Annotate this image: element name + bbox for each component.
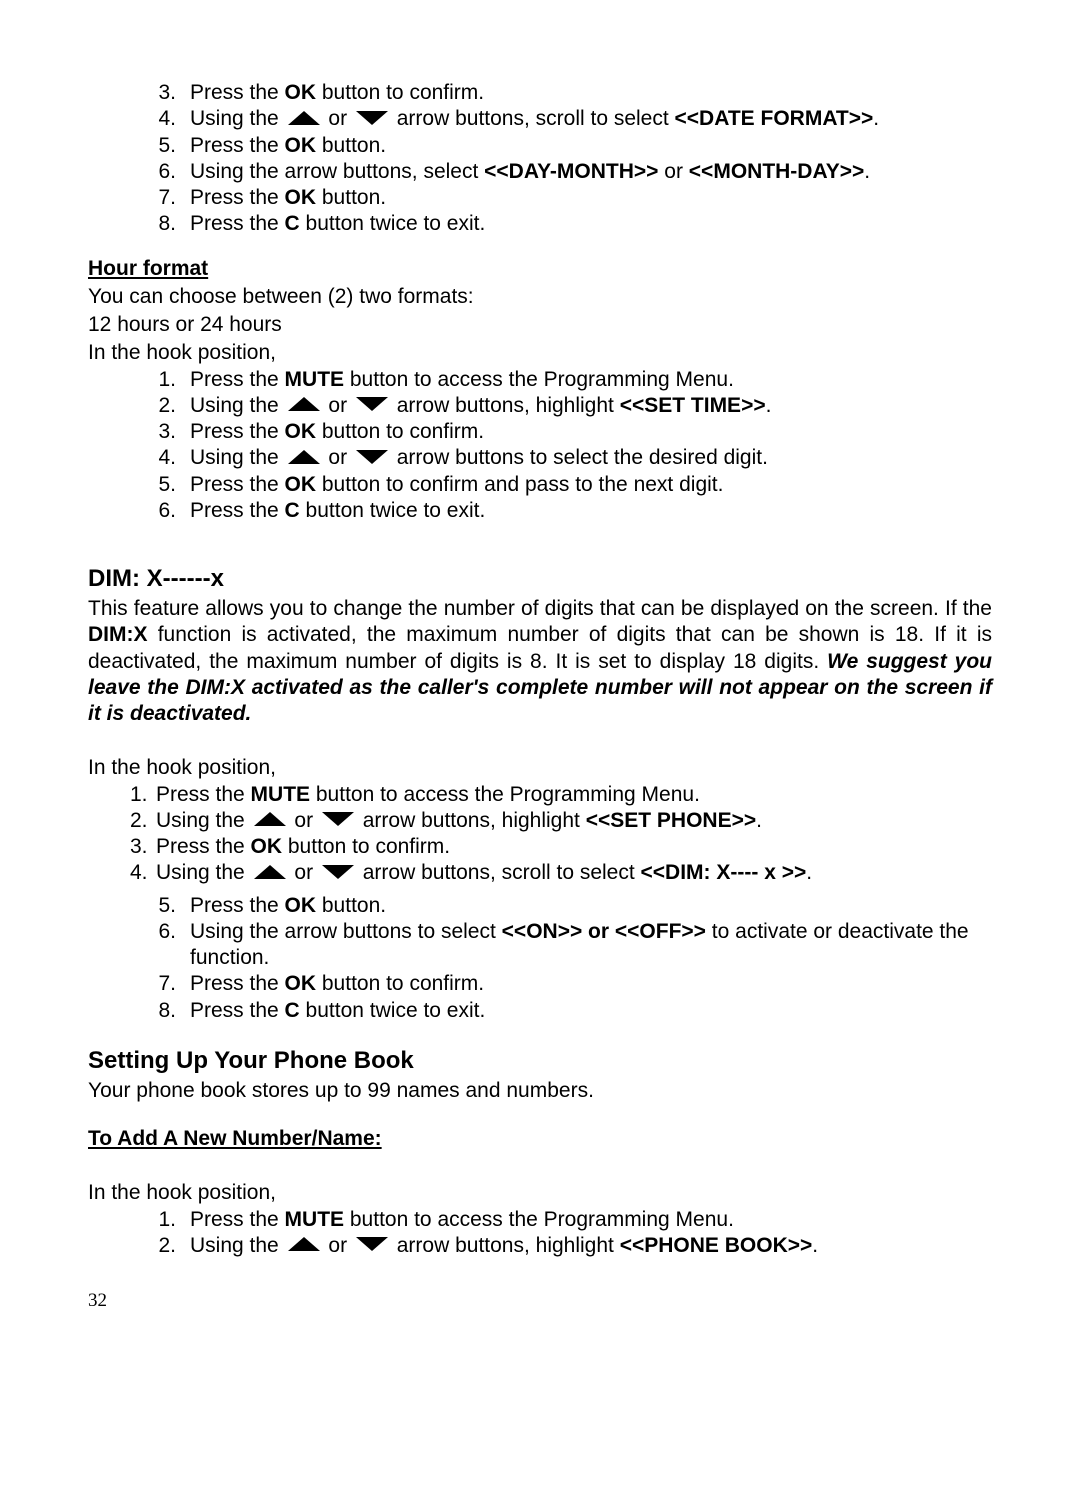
list-num: 5. xyxy=(130,893,190,919)
list-num: 2. xyxy=(130,808,156,834)
list-text: Using the arrow buttons, select <<DAY-MO… xyxy=(190,159,992,185)
list-dim-a: 1.Press the MUTE button to access the Pr… xyxy=(88,782,992,887)
heading-add-number: To Add A New Number/Name: xyxy=(88,1126,992,1152)
list-phone-book: 1.Press the MUTE button to access the Pr… xyxy=(88,1207,992,1260)
heading-hour-format: Hour format xyxy=(88,256,992,282)
list-text: Using the or arrow buttons, highlight <<… xyxy=(156,808,992,834)
arrow-down-icon xyxy=(321,864,355,880)
list-text: Using the or arrow buttons to select the… xyxy=(190,445,992,471)
arrow-up-icon xyxy=(253,811,287,827)
list-text: Using the or arrow buttons, highlight <<… xyxy=(190,1233,992,1259)
list-hour-format: 1.Press the MUTE button to access the Pr… xyxy=(88,367,992,525)
list-dim-b: 5.Press the OK button. 6.Using the arrow… xyxy=(88,893,992,1024)
list-num: 1. xyxy=(130,782,156,808)
list-text: Using the or arrow buttons, highlight <<… xyxy=(190,393,992,419)
list-num: 3. xyxy=(130,834,156,860)
list-num: 6. xyxy=(130,919,190,945)
list-text: Press the OK button. xyxy=(190,893,992,919)
page: 3.Press the OK button to confirm. 4.Usin… xyxy=(0,0,1080,1491)
text: Your phone book stores up to 99 names an… xyxy=(88,1078,992,1104)
list-text: Press the C button twice to exit. xyxy=(190,211,992,237)
list-text: Using the or arrow buttons, scroll to se… xyxy=(156,860,992,886)
list-text: Press the OK button to confirm. xyxy=(190,971,992,997)
list-text: Press the C button twice to exit. xyxy=(190,998,992,1024)
text: In the hook position, xyxy=(88,1180,992,1206)
list-num: 4. xyxy=(130,860,156,886)
list-num: 3. xyxy=(130,80,190,106)
list-text: Press the OK button to confirm. xyxy=(156,834,992,860)
arrow-up-icon xyxy=(287,396,321,412)
list-text: Press the OK button to confirm and pass … xyxy=(190,472,992,498)
list-num: 7. xyxy=(130,971,190,997)
list-num: 4. xyxy=(130,445,190,471)
arrow-down-icon xyxy=(355,396,389,412)
list-text: Press the OK button. xyxy=(190,185,992,211)
list-num: 1. xyxy=(130,1207,190,1233)
list-date-format: 3.Press the OK button to confirm. 4.Usin… xyxy=(88,80,992,238)
list-num: 7. xyxy=(130,185,190,211)
arrow-up-icon xyxy=(253,864,287,880)
list-text: Press the MUTE button to access the Prog… xyxy=(190,367,992,393)
page-number: 32 xyxy=(88,1289,992,1313)
list-num: 5. xyxy=(130,472,190,498)
heading-dim: DIM: X------x xyxy=(88,564,992,594)
paragraph-dim: This feature allows you to change the nu… xyxy=(88,596,992,727)
text: 12 hours or 24 hours xyxy=(88,312,992,338)
list-text: Press the MUTE button to access the Prog… xyxy=(156,782,992,808)
list-text: Press the OK button. xyxy=(190,133,992,159)
list-num: 5. xyxy=(130,133,190,159)
list-text: Press the OK button to confirm. xyxy=(190,419,992,445)
arrow-up-icon xyxy=(287,449,321,465)
list-text: Using the or arrow buttons, scroll to se… xyxy=(190,106,992,132)
list-num: 6. xyxy=(130,159,190,185)
list-num: 2. xyxy=(130,393,190,419)
list-num: 3. xyxy=(130,419,190,445)
arrow-up-icon xyxy=(287,110,321,126)
list-num: 1. xyxy=(130,367,190,393)
text: You can choose between (2) two formats: xyxy=(88,284,992,310)
arrow-down-icon xyxy=(355,1236,389,1252)
list-num: 8. xyxy=(130,998,190,1024)
arrow-down-icon xyxy=(321,811,355,827)
list-num: 8. xyxy=(130,211,190,237)
list-num: 4. xyxy=(130,106,190,132)
list-text: Press the OK button to confirm. xyxy=(190,80,992,106)
text: In the hook position, xyxy=(88,340,992,366)
arrow-down-icon xyxy=(355,110,389,126)
list-num: 6. xyxy=(130,498,190,524)
text: In the hook position, xyxy=(88,755,992,781)
list-text: Press the C button twice to exit. xyxy=(190,498,992,524)
arrow-up-icon xyxy=(287,1236,321,1252)
arrow-down-icon xyxy=(355,449,389,465)
heading-phone-book: Setting Up Your Phone Book xyxy=(88,1046,992,1076)
list-text: Press the MUTE button to access the Prog… xyxy=(190,1207,992,1233)
list-text: Using the arrow buttons to select <<ON>>… xyxy=(190,919,992,972)
list-num: 2. xyxy=(130,1233,190,1259)
